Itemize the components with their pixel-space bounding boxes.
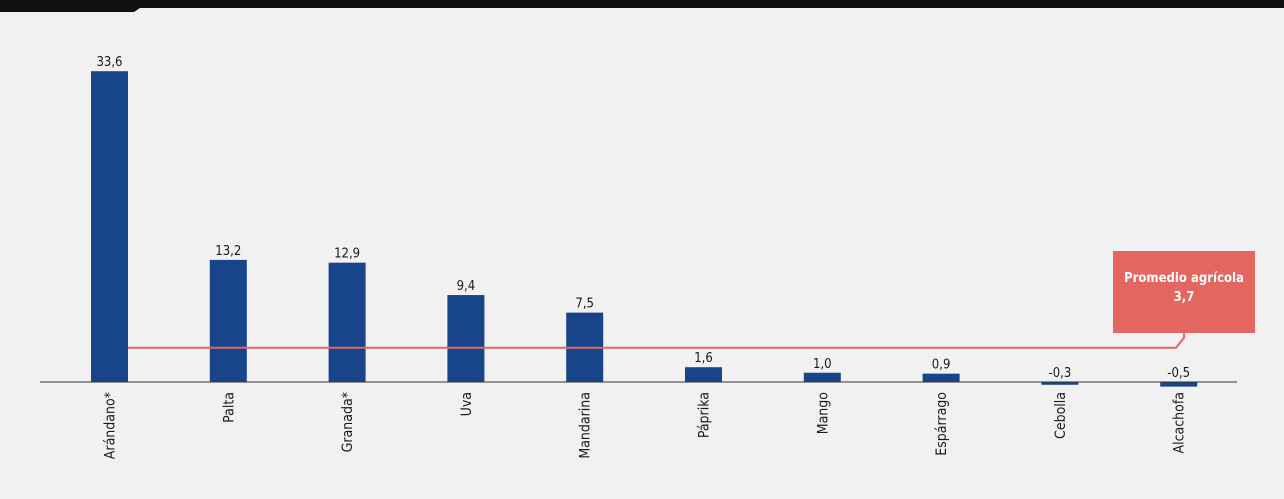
- category-label-1: Palta: [221, 392, 237, 423]
- bar-2: [328, 262, 366, 382]
- category-labels-group: Arándano* Palta Granada* Uva Mandarina Páprik…: [103, 392, 1188, 459]
- value-label-7: 0,9: [932, 358, 951, 373]
- value-label-8: -0,3: [1048, 366, 1071, 381]
- value-label-4: 7,5: [575, 297, 594, 312]
- value-label-5: 1,6: [694, 351, 713, 366]
- category-label-5: Páprika: [697, 392, 713, 438]
- average-line: [128, 332, 1185, 349]
- category-label-8: Cebolla: [1053, 392, 1069, 439]
- value-label-3: 9,4: [457, 279, 476, 294]
- value-label-2: 12,9: [334, 247, 360, 262]
- category-label-7: Espárrago: [934, 392, 950, 456]
- bar-1: [209, 259, 247, 382]
- bar-7: [922, 373, 960, 382]
- category-label-0: Arándano*: [103, 392, 119, 459]
- average-value: 3,7: [1174, 290, 1195, 305]
- bar-3: [447, 295, 485, 382]
- bar-5: [685, 367, 722, 382]
- category-label-2: Granada*: [340, 392, 356, 452]
- value-label-1: 13,2: [215, 244, 241, 259]
- bar-6: [803, 372, 841, 382]
- average-callout: [1113, 251, 1255, 333]
- bar-8: [1041, 382, 1079, 385]
- value-labels-group: 33,6 13,2 12,9 9,4 7,5 1,6 1,0 0,9 -0,3 -0,5: [96, 55, 1190, 381]
- category-label-3: Uva: [459, 392, 475, 416]
- category-label-9: Alcachofa: [1172, 392, 1188, 454]
- average-reference: Promedio agrícola 3,7: [128, 251, 1255, 349]
- bars-group: [91, 71, 1198, 387]
- category-label-4: Mandarina: [578, 392, 594, 459]
- bar-0: [91, 71, 128, 382]
- header-bar: [0, 0, 1284, 12]
- bar-9: [1160, 382, 1198, 387]
- value-label-9: -0,5: [1167, 366, 1190, 381]
- category-label-6: Mango: [815, 392, 831, 435]
- value-label-6: 1,0: [813, 357, 832, 372]
- value-label-0: 33,6: [96, 55, 122, 70]
- average-label: Promedio agrícola: [1124, 271, 1244, 286]
